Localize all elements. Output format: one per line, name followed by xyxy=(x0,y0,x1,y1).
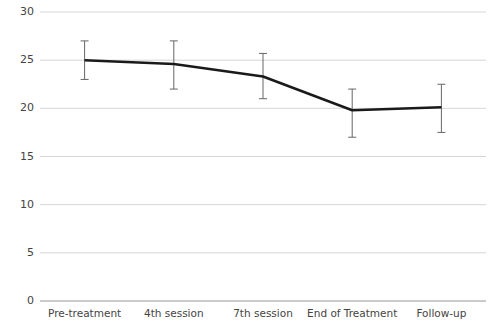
line xyxy=(85,60,442,110)
x-tick-label: End of Treatment xyxy=(307,307,397,319)
grid xyxy=(40,12,486,301)
error-bar xyxy=(348,89,356,137)
x-axis-line xyxy=(40,301,486,302)
x-tick-label: Pre-treatment xyxy=(48,307,121,319)
x-tick-label: 4th session xyxy=(144,307,204,319)
y-tick-label: 30 xyxy=(20,5,34,18)
y-tick-label: 0 xyxy=(27,294,34,307)
y-tick-label: 15 xyxy=(20,150,34,163)
chart: 0 5 10 15 20 25 30 Pre-treatment 4th session 7th … xyxy=(0,0,500,333)
y-tick-label: 25 xyxy=(20,53,34,66)
y-tick-label: 5 xyxy=(27,246,34,259)
x-tick-label: Follow-up xyxy=(416,307,466,319)
chart-container: 0 5 10 15 20 25 30 Pre-treatment 4th session 7th … xyxy=(0,0,500,333)
plot-area xyxy=(81,41,446,137)
grid-line xyxy=(40,156,486,157)
grid-line xyxy=(40,252,486,253)
x-tick-label: 7th session xyxy=(233,307,293,319)
y-tick-label: 10 xyxy=(20,198,34,211)
grid-line xyxy=(40,301,486,302)
grid-line xyxy=(40,12,486,13)
grid-line xyxy=(40,204,486,205)
y-tick-label: 20 xyxy=(20,101,34,114)
